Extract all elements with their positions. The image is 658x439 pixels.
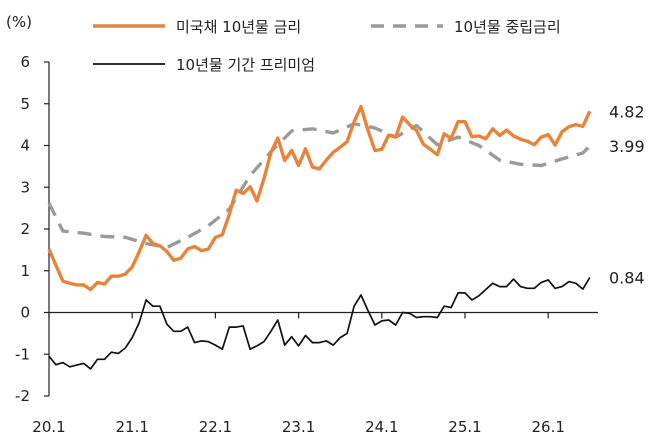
x-tick-label: 23.1 — [282, 418, 315, 436]
x-tick-label: 25.1 — [448, 418, 481, 436]
y-tick-label: 2 — [20, 220, 30, 238]
end-value-label-neutral: 3.99 — [609, 137, 645, 156]
y-tick-label: 3 — [20, 178, 30, 196]
y-tick-label: 6 — [20, 53, 30, 71]
legend-label-premium: 10년물 기간 프리미엄 — [176, 56, 315, 74]
legend-label-neutral: 10년물 중립금리 — [454, 18, 561, 36]
x-tick-label: 24.1 — [365, 418, 398, 436]
y-tick-label: 1 — [20, 262, 30, 280]
legend-label-us10y: 미국채 10년물 금리 — [176, 18, 301, 36]
series-line-us10y — [47, 104, 592, 292]
end-value-label-us10y: 4.82 — [609, 102, 645, 121]
y-axis-unit-label: (%) — [6, 13, 32, 31]
x-tick-label: 21.1 — [115, 418, 148, 436]
end-value-label-premium: 0.84 — [609, 268, 645, 287]
y-tick-label: 4 — [20, 137, 30, 155]
series-line-premium — [48, 276, 591, 370]
x-tick-label: 22.1 — [199, 418, 232, 436]
y-tick-label: 0 — [20, 304, 30, 322]
y-tick-label: -1 — [15, 345, 30, 363]
axes: 6 5 4 3 2 1 0 -1 -220.1 21.1 22.1 23.1 24.1 25.1 26.1 — [15, 53, 598, 436]
x-tick-label: 20.1 — [32, 418, 65, 436]
y-tick-label: 5 — [20, 95, 30, 113]
x-tick-label: 26.1 — [531, 418, 564, 436]
series-layer — [47, 104, 592, 370]
series-line-neutral — [47, 122, 592, 250]
end-labels: 4.82 3.99 0.84 — [609, 102, 645, 287]
y-tick-label: -2 — [15, 387, 30, 405]
legend: 미국채 10년물 금리 10년물 중립금리 10년물 기간 프리미엄 — [93, 18, 561, 74]
